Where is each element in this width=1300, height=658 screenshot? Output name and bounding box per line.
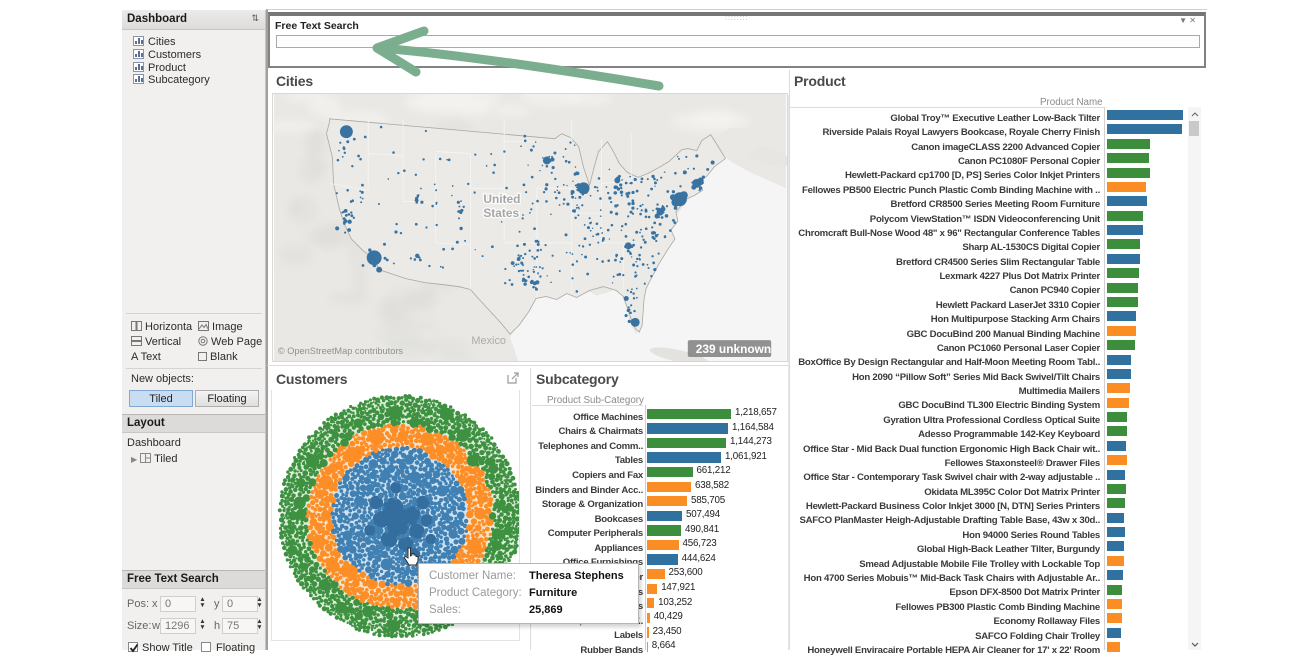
svg-text:© OpenStreetMap contributors: © OpenStreetMap contributors xyxy=(278,346,404,356)
svg-text:Mexico: Mexico xyxy=(471,335,506,347)
svg-text:States: States xyxy=(483,206,519,220)
svg-text:239 unknown: 239 unknown xyxy=(696,342,771,356)
svg-text:United: United xyxy=(483,192,520,206)
